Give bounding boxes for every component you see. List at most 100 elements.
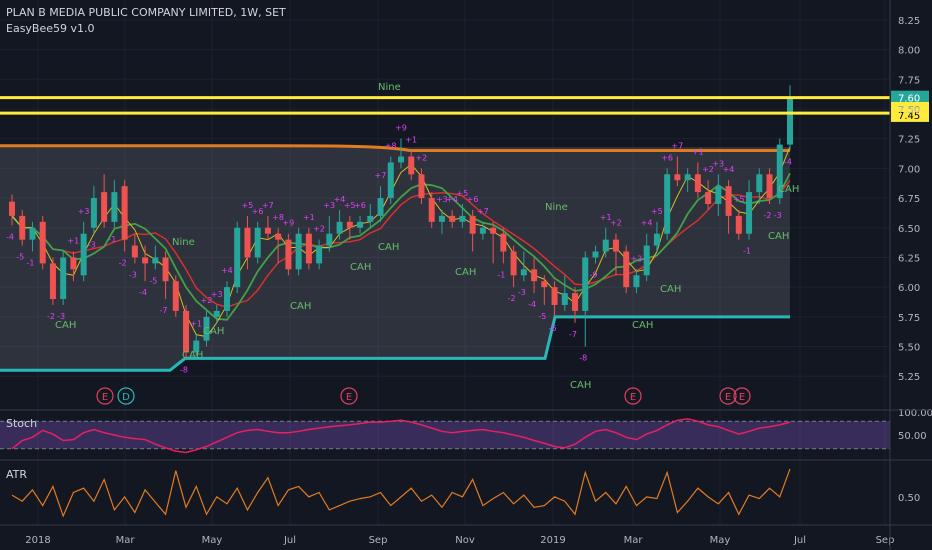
price-label-bg — [891, 107, 929, 122]
candle-body — [510, 251, 517, 276]
count-label: -2 — [47, 312, 55, 321]
count-label: -3 — [129, 270, 137, 279]
candle-body — [326, 233, 333, 246]
time-tick-label: Jul — [793, 535, 806, 546]
stoch-pane: 100.00 50.00 — [0, 408, 932, 454]
atr-pane: 0.50 — [11, 468, 920, 518]
count-label: -2 — [508, 294, 516, 303]
cah-label: CAH — [570, 380, 591, 391]
candle-body — [9, 201, 15, 216]
price-tick-label: 5.75 — [898, 313, 920, 324]
price-tick-label: 8.25 — [898, 16, 920, 27]
candle-body — [694, 174, 701, 193]
candle-body — [756, 174, 763, 193]
count-label: +7 — [375, 171, 387, 180]
cah-label: CAH — [660, 284, 681, 295]
candle-body — [131, 245, 138, 258]
event-marker-circle — [96, 387, 114, 405]
candle-body — [612, 239, 619, 252]
count-label: +4 — [446, 195, 458, 204]
candle-body — [90, 198, 97, 228]
candle-body — [623, 251, 630, 288]
stoch-tick-label: 100.00 — [898, 408, 932, 419]
cah-label: CAH — [55, 320, 76, 331]
event-marker-label: D — [122, 392, 130, 403]
count-label: +6 — [354, 201, 366, 210]
count-label: +2 — [313, 225, 325, 234]
price-tick-label: 6.25 — [898, 253, 920, 264]
count-label: -3 — [774, 211, 782, 220]
count-label: -4 — [528, 300, 536, 309]
count-label: -3 — [518, 288, 526, 297]
candle-body — [479, 227, 486, 234]
stoch-band — [0, 421, 890, 449]
price-tick-label: 7.50 — [898, 105, 920, 116]
indicator-name: EasyBee59 v1.0 — [6, 22, 95, 35]
event-marker-label: E — [630, 392, 636, 403]
chart-title: PLAN B MEDIA PUBLIC COMPANY LIMITED, 1W,… — [6, 6, 286, 19]
count-label: -7 — [569, 330, 577, 339]
count-label: -5 — [16, 253, 24, 262]
count-label: +3 — [78, 207, 90, 216]
price-label-bg — [891, 90, 929, 105]
time-tick-label: Mar — [116, 535, 136, 546]
count-label: +7 — [671, 141, 683, 150]
count-label: -8 — [579, 354, 587, 363]
cah-label: CAH — [632, 320, 653, 331]
candle-body — [449, 215, 456, 222]
count-label: +1 — [600, 213, 612, 222]
candle-body — [193, 340, 200, 353]
candle-body — [531, 269, 538, 282]
candle-body — [264, 227, 271, 234]
count-label: +6 — [661, 153, 673, 162]
candle-body — [19, 215, 26, 240]
candle-body — [367, 215, 374, 222]
candle-body — [285, 239, 292, 270]
candle-body — [735, 215, 742, 234]
horizontal-lines: 7.607.607.45 — [0, 90, 929, 122]
count-label: +1 — [67, 237, 79, 246]
event-marker-label: E — [346, 392, 352, 403]
count-label: +1 — [692, 147, 704, 156]
time-tick-label: Sep — [876, 535, 895, 546]
candle-body — [664, 174, 671, 234]
time-tick-label: Mar — [624, 535, 644, 546]
time-tick-label: 2018 — [25, 535, 50, 546]
price-tick-label: 6.00 — [898, 283, 920, 294]
count-label: +7 — [477, 207, 489, 216]
price-tick-label: 7.00 — [898, 164, 920, 175]
nine-label: Nine — [172, 237, 195, 248]
candle-body — [234, 227, 241, 288]
count-label: +7 — [262, 201, 274, 210]
ma-yellow — [11, 146, 791, 338]
candle-body — [766, 174, 773, 199]
event-marker-circle — [733, 387, 751, 405]
candle-body — [541, 281, 548, 288]
count-label: +8 — [272, 213, 284, 222]
candle-body — [162, 257, 169, 282]
time-tick-label: 2019 — [540, 535, 565, 546]
count-label: +4 — [221, 266, 233, 275]
candle-body — [111, 192, 118, 222]
count-label: +8 — [385, 141, 397, 150]
candle-body — [172, 281, 179, 311]
price-label: 7.60 — [898, 94, 920, 105]
count-label: -1 — [497, 270, 505, 279]
time-tick-label: May — [710, 535, 731, 546]
count-label: -1 — [26, 259, 34, 268]
candle-body — [377, 198, 384, 216]
event-marker-label: E — [725, 392, 731, 403]
support-resistance-zone — [0, 144, 790, 372]
range-zone — [0, 146, 790, 371]
candle-body — [561, 293, 568, 305]
candle-body — [787, 97, 793, 145]
support-line — [0, 315, 790, 372]
cah-label: CAH — [455, 267, 476, 278]
candle-body — [275, 233, 282, 240]
candle-body — [203, 316, 210, 341]
candle-body — [223, 287, 230, 311]
atr-line — [11, 468, 791, 518]
